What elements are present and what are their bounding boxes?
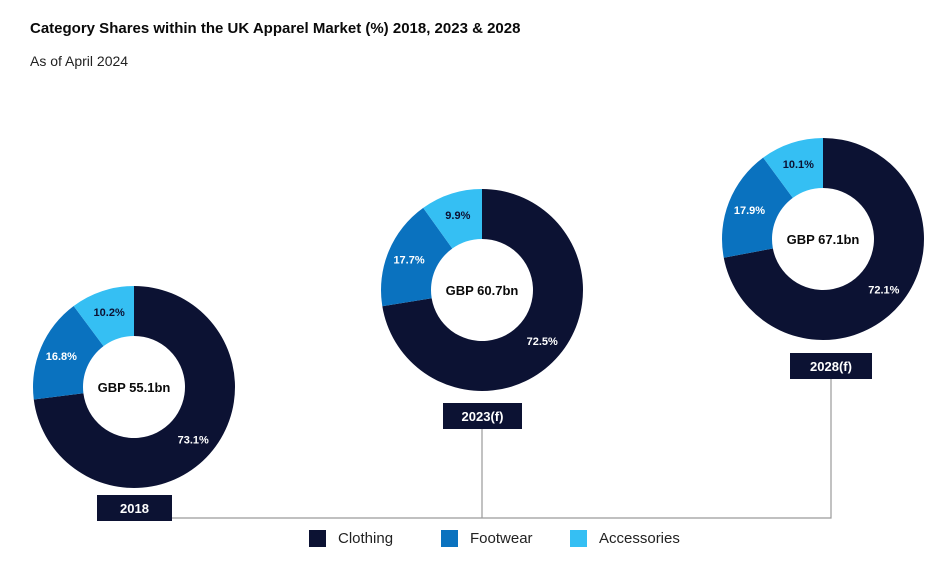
slice-footwear	[32, 306, 104, 400]
slice-label-accessories: 9.9%	[445, 210, 470, 222]
legend-item-accessories: Accessories	[570, 530, 680, 547]
legend-swatch-accessories	[570, 530, 587, 547]
year-badge	[97, 495, 172, 521]
slice-label-clothing: 72.1%	[868, 284, 899, 296]
slice-label-footwear: 16.8%	[46, 351, 77, 363]
slice-label-clothing: 72.5%	[527, 336, 558, 348]
donut-2: 72.5% 17.7% 9.9% GBP 60.7bn 2023(f)	[380, 188, 583, 429]
legend: Clothing Footwear Accessories	[0, 530, 948, 556]
slice-accessories	[73, 286, 134, 347]
chart-title: Category Shares within the UK Apparel Ma…	[30, 20, 521, 37]
legend-label-clothing: Clothing	[338, 530, 394, 547]
legend-label-footwear: Footwear	[470, 530, 533, 547]
slice-label-accessories: 10.1%	[783, 159, 814, 171]
legend-label-accessories: Accessories	[599, 530, 680, 547]
legend-item-clothing: Clothing	[309, 530, 393, 547]
slice-clothing	[723, 138, 925, 340]
slice-accessories	[423, 189, 482, 249]
legend-item-footwear: Footwear	[441, 530, 533, 547]
year-label: 2018	[120, 501, 149, 516]
year-badge	[790, 353, 872, 379]
slice-footwear	[380, 207, 453, 307]
slice-accessories	[763, 138, 823, 198]
slice-clothing	[33, 286, 236, 488]
donut-total-label: GBP 60.7bn	[446, 283, 519, 298]
slice-label-accessories: 10.2%	[94, 307, 125, 319]
slice-label-clothing: 73.1%	[178, 434, 209, 446]
year-label: 2023(f)	[462, 409, 504, 424]
donut-3: 72.1% 17.9% 10.1% GBP 67.1bn 2028(f)	[721, 138, 925, 379]
donut-total-label: GBP 55.1bn	[98, 380, 171, 395]
legend-swatch-clothing	[309, 530, 326, 547]
slice-clothing	[382, 188, 583, 391]
year-label: 2028(f)	[810, 359, 852, 374]
legend-swatch-footwear	[441, 530, 458, 547]
slice-label-footwear: 17.9%	[734, 205, 765, 217]
year-badge	[443, 403, 522, 429]
donut-1: 73.1% 16.8% 10.2% GBP 55.1bn 2018	[32, 286, 236, 521]
slice-label-footwear: 17.7%	[393, 255, 424, 267]
chart-subtitle: As of April 2024	[30, 53, 129, 69]
donut-total-label: GBP 67.1bn	[787, 232, 860, 247]
timeline-connector	[172, 379, 832, 519]
slice-footwear	[721, 157, 793, 258]
